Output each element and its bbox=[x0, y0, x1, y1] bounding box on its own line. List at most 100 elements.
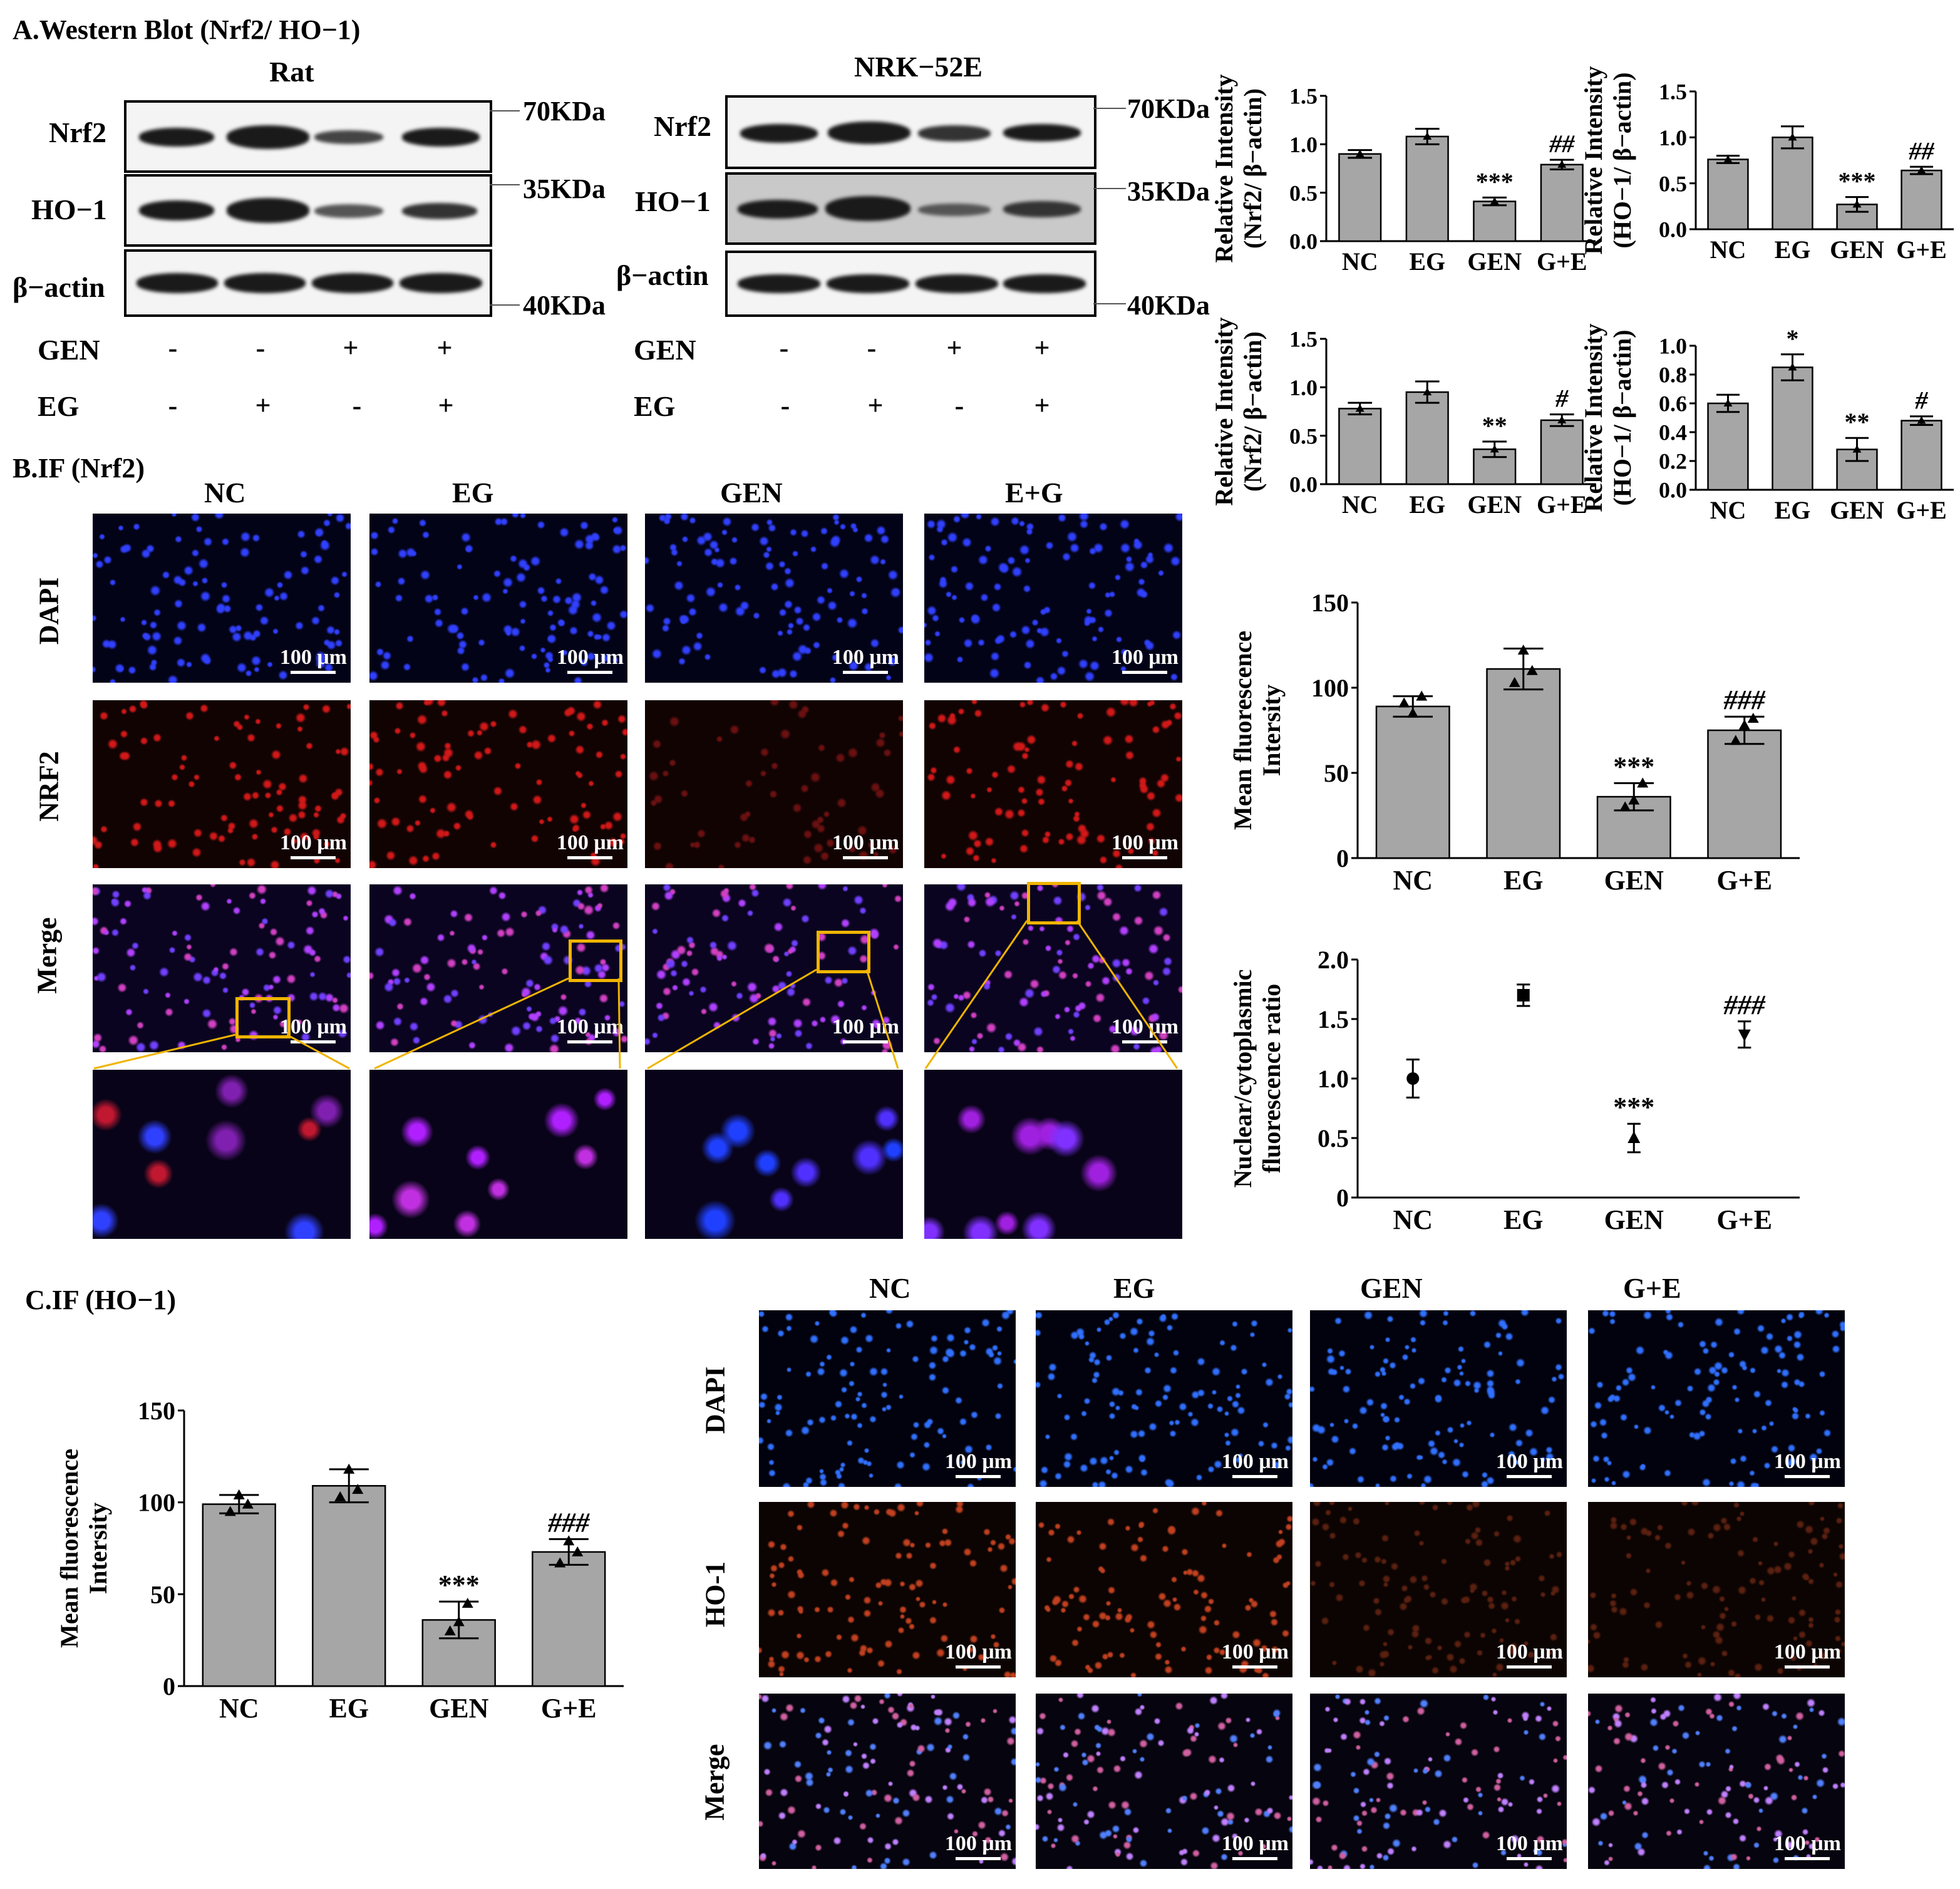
if-ho1-mean-data-point bbox=[242, 1498, 254, 1509]
wb-nrk-nrf2-data-point bbox=[1423, 388, 1432, 396]
wb-nrk-ho1-data-point bbox=[1917, 416, 1926, 424]
rat-marker-35: 35KDa bbox=[523, 173, 606, 204]
if-nrf2-mean-data-point bbox=[1416, 690, 1428, 701]
rat-row-ho1: HO−1 bbox=[31, 194, 107, 225]
nrf2-panel-merge: 100 μm bbox=[645, 884, 903, 1052]
rat-gen-sign: + bbox=[343, 333, 359, 363]
wb-nrk-ho1-y-tick-label: 0.2 bbox=[1659, 449, 1687, 474]
scale-bar-label: 100 μm bbox=[556, 831, 624, 854]
if-ho1-mean-data-point bbox=[444, 1625, 456, 1635]
if-nrf2-mean-y-label: Intersity bbox=[1257, 685, 1286, 777]
wb-rat-ho1-y-tick-label: 1.0 bbox=[1659, 125, 1687, 150]
if-nrf2-mean-significance-label: *** bbox=[1613, 751, 1654, 782]
wb-rat-ho1-data-point bbox=[1788, 133, 1797, 141]
if-nrf2-ratio-y-tick-label: 1.0 bbox=[1318, 1065, 1349, 1093]
ho1-panel-dapi: 100 μm bbox=[1036, 1310, 1292, 1487]
wb-nrk-nrf2-x-tick-label: G+E bbox=[1537, 490, 1587, 519]
wb-rat-nrf2-x-tick-label: NC bbox=[1342, 247, 1378, 276]
scale-bar: 100 μm bbox=[945, 1450, 1012, 1478]
wb-nrk-ho1-y-tick-label: 0.8 bbox=[1659, 363, 1687, 388]
scale-bar-label: 100 μm bbox=[832, 831, 899, 854]
wb-nrk-ho1-y-tick-label: 0.6 bbox=[1659, 391, 1687, 417]
if-nrf2-ratio-x-tick-label: NC bbox=[1393, 1204, 1433, 1235]
wb-nrk-nrf2-data-point bbox=[1557, 415, 1567, 423]
if-ho1-mean-data-point bbox=[343, 1463, 355, 1474]
rat-eg-sign: + bbox=[255, 390, 271, 421]
if-nrf2-mean-data-point bbox=[1526, 665, 1538, 675]
nrk-gen-sign: + bbox=[1034, 333, 1050, 363]
wb-rat-nrf2-data-point bbox=[1490, 197, 1499, 205]
ho1-panel-merge: 100 μm bbox=[1588, 1694, 1845, 1869]
nrf2-panel-dapi: 100 μm bbox=[93, 514, 351, 683]
rat-row-nrf2: Nrf2 bbox=[49, 116, 106, 148]
scale-bar-label: 100 μm bbox=[1111, 646, 1179, 669]
nrk-marker-35: 35KDa bbox=[1127, 176, 1210, 207]
wb-rat-ho1-data-point bbox=[1917, 166, 1926, 174]
scale-bar: 100 μm bbox=[1496, 1832, 1563, 1860]
if-nrf2-mean-data-point bbox=[1619, 801, 1631, 812]
if-nrf2-ratio-y-tick-label: 1.5 bbox=[1318, 1005, 1349, 1033]
if-ho1-mean-data-point bbox=[572, 1546, 584, 1556]
nrk-eg-sign: - bbox=[780, 390, 790, 421]
if-nrf2-mean-bar bbox=[1375, 705, 1450, 859]
wb-rat-nrf2-bar bbox=[1540, 163, 1584, 242]
wb-rat-ho1-y-label: Relative Intensity bbox=[1579, 66, 1607, 254]
if-ho1-mean-significance-label: *** bbox=[438, 1570, 480, 1600]
wb-rat-nrf2-y-label: (Nrf2/ β−actin) bbox=[1239, 88, 1267, 249]
nrk-gen-sign: + bbox=[946, 333, 962, 363]
if-ho1-mean-data-point bbox=[334, 1491, 346, 1501]
wb-nrk-ho1-bar bbox=[1772, 366, 1813, 491]
wb-rat-nrf2-x-tick-label: EG bbox=[1409, 247, 1445, 276]
wb-rat-ho1-x-tick-label: GEN bbox=[1830, 235, 1884, 264]
ho1-panel-ho1: 100 μm bbox=[1588, 1502, 1845, 1677]
if-nrf2-ratio-y-tick-label: 2.0 bbox=[1318, 946, 1349, 974]
wb-rat-nrf2-y-tick-label: 1.0 bbox=[1289, 132, 1318, 157]
rat-gen-sign: - bbox=[168, 333, 178, 363]
rat-marker-70: 70KDa bbox=[523, 96, 606, 127]
wb-rat-nrf2-data-point bbox=[1423, 132, 1432, 140]
nrk-gen-sign: - bbox=[779, 333, 789, 363]
if-nrf2-ratio-x-tick-label: G+E bbox=[1716, 1204, 1772, 1235]
if-nrf2-mean-y-tick-label: 150 bbox=[1311, 589, 1349, 617]
ho1-panel-dapi: 100 μm bbox=[1588, 1310, 1845, 1487]
if-nrf2-ratio-significance-label: *** bbox=[1613, 1092, 1654, 1122]
nrf2-panel-zoom bbox=[369, 1070, 627, 1239]
wb-nrk-ho1-bar bbox=[1707, 402, 1749, 491]
nrk-eg-label: EG bbox=[634, 390, 676, 422]
if-nrf2-ratio-y-label: fluorescence ratio bbox=[1257, 984, 1286, 1173]
if-nrf2-mean-data-point bbox=[1509, 676, 1520, 687]
nrf2-panel-nrf2: 100 μm bbox=[93, 700, 351, 868]
wb-rat-ho1-y-label: (HO−1/ β−actin) bbox=[1608, 72, 1636, 248]
nrk-row-actin: β−actin bbox=[616, 259, 709, 291]
rat-blot-nrf2 bbox=[124, 100, 492, 173]
wb-nrk-ho1-y-tick-label: 1.0 bbox=[1659, 334, 1687, 359]
if-ho1-mean-data-point bbox=[554, 1557, 566, 1568]
scale-bar: 100 μm bbox=[1496, 1450, 1563, 1478]
nrf2-panel-zoom bbox=[93, 1070, 351, 1239]
scale-bar: 100 μm bbox=[280, 831, 347, 859]
scale-bar: 100 μm bbox=[832, 646, 899, 674]
scale-bar: 100 μm bbox=[945, 1832, 1012, 1860]
if-nrf2-mean-bar bbox=[1486, 668, 1561, 859]
wb-rat-ho1-bar bbox=[1707, 158, 1749, 230]
if-ho1-mean-x-tick-label: EG bbox=[329, 1693, 369, 1724]
if-ho1-mean-bar bbox=[532, 1551, 606, 1687]
scale-bar: 100 μm bbox=[557, 646, 624, 674]
rat-gen-sign: + bbox=[436, 333, 453, 363]
nrf2-col-nc: NC bbox=[204, 477, 246, 509]
if-ho1-mean-y-tick-label: 50 bbox=[150, 1580, 175, 1608]
wb-nrk-nrf2-significance-label: # bbox=[1555, 385, 1569, 413]
rat-eg-sign: - bbox=[352, 390, 362, 421]
rat-eg-label: EG bbox=[38, 390, 80, 422]
wb-rat-nrf2-y-label: Relative Intensity bbox=[1210, 74, 1238, 262]
if-nrf2-mean-data-point bbox=[1747, 712, 1759, 723]
scale-bar: 100 μm bbox=[280, 646, 347, 674]
scale-bar: 100 μm bbox=[1222, 1832, 1289, 1860]
if-ho1-mean-data-point bbox=[453, 1616, 465, 1627]
wb-nrk-ho1-y-tick-label: 0.0 bbox=[1659, 478, 1687, 503]
nrf2-panel-merge: 100 μm bbox=[369, 884, 627, 1052]
if-ho1-mean-data-point bbox=[224, 1506, 236, 1516]
ho1-col-ge: G+E bbox=[1623, 1272, 1681, 1304]
scale-bar-label: 100 μm bbox=[832, 646, 899, 669]
zoom-box-gen bbox=[817, 931, 870, 973]
